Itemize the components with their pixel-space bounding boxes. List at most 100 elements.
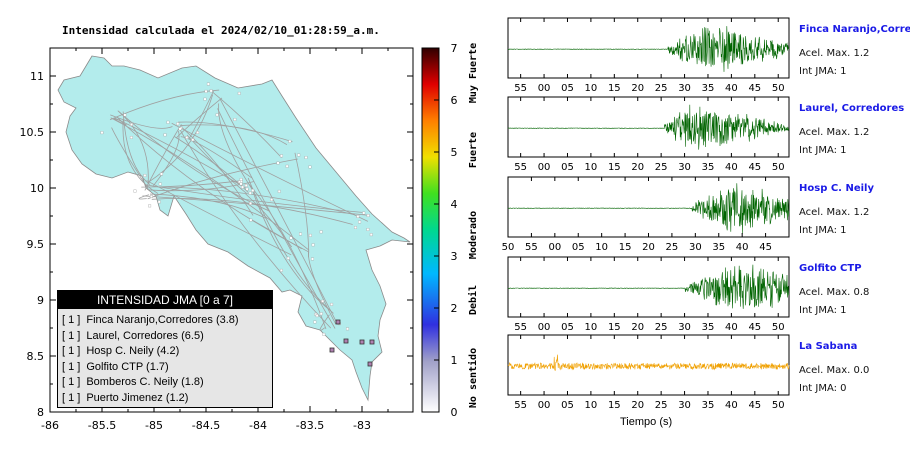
legend-item: [ 1 ] Finca Naranjo,Corredores (3.8) <box>58 313 272 329</box>
road <box>144 124 182 191</box>
station-dot <box>143 173 147 177</box>
station-name: Hosp C. Neily <box>799 183 874 194</box>
waveform-tick-label: 55 <box>514 322 527 333</box>
road <box>141 180 240 188</box>
station-dot <box>285 164 289 168</box>
station-accel: Acel. Max. 1.2 <box>799 127 870 138</box>
waveform-tick-label: 20 <box>642 242 655 253</box>
colorbar-tick-label: 0 <box>451 406 458 419</box>
road <box>219 98 339 325</box>
road <box>111 127 150 191</box>
station-dot <box>160 172 164 176</box>
station-jma: Int JMA: 1 <box>799 305 847 316</box>
station-dot <box>123 113 127 117</box>
waveform-tick-label: 15 <box>608 322 621 333</box>
map-x-tick-label: -84 <box>249 419 267 432</box>
waveform-tick-label: 20 <box>631 400 644 411</box>
waveform-tick-label: 05 <box>561 400 574 411</box>
waveform-frame <box>507 17 790 79</box>
waveform-frame <box>507 96 790 158</box>
waveform-tick-label: 00 <box>538 400 551 411</box>
waveform-tick-label: 05 <box>561 162 574 173</box>
road <box>117 110 149 185</box>
waveform-tick-label: 45 <box>748 400 761 411</box>
station-dot <box>322 332 326 336</box>
waveform-tick-label: 50 <box>772 322 785 333</box>
station-dot <box>304 155 308 159</box>
station-dot <box>308 233 312 237</box>
legend-item-tag: [ 1 ] <box>62 329 81 342</box>
road-network <box>109 89 369 331</box>
station-dot <box>319 230 323 234</box>
road <box>153 130 180 186</box>
colorbar-category-label: Fuerte <box>468 132 479 168</box>
station-jma: Int JMA: 1 <box>799 225 847 236</box>
road <box>175 97 223 139</box>
waveform-tick-label: 50 <box>772 83 785 94</box>
legend-item-label: Finca Naranjo,Corredores (3.8) <box>86 314 239 326</box>
station-name: Golfito CTP <box>799 263 862 274</box>
station-dot <box>166 120 170 124</box>
waveform-tick-label: 35 <box>702 400 715 411</box>
station-dot <box>249 218 253 222</box>
legend-item-label: Hosp C. Neily (4.2) <box>86 345 180 357</box>
waveform-tick-label: 40 <box>725 400 738 411</box>
station-dot <box>315 314 319 318</box>
road <box>148 181 255 192</box>
waveform-tick-label: 00 <box>548 242 561 253</box>
map-y-tick-label: 9 <box>37 294 44 307</box>
station-dot <box>185 135 189 139</box>
waveform-tick-label: 10 <box>585 162 598 173</box>
station-dot <box>158 182 162 186</box>
waveform-tick-label: 40 <box>725 322 738 333</box>
station-accel: Acel. Max. 1.2 <box>799 48 870 59</box>
road <box>122 119 159 194</box>
colorbar-tick-label: 4 <box>451 198 458 211</box>
colorbar-gradient <box>421 47 440 413</box>
station-dot <box>279 268 283 272</box>
map-y-tick-label: 11 <box>30 70 44 83</box>
road <box>114 117 249 191</box>
station-jma: Int JMA: 1 <box>799 66 847 77</box>
waveform-tick-label: 35 <box>702 83 715 94</box>
road <box>138 194 150 200</box>
road <box>178 127 332 329</box>
station-accel: Acel. Max. 1.2 <box>799 207 870 218</box>
road <box>218 103 255 193</box>
waveform-tick-label: 05 <box>561 83 574 94</box>
waveform-tick-label: 45 <box>748 83 761 94</box>
waveform-tick-label: 45 <box>759 242 772 253</box>
station-dot <box>308 165 312 169</box>
waveform-panel: 50 55 00 05 10 15 20 25 30 35 40 45 <box>502 176 790 253</box>
waveform-tick-label: 35 <box>702 322 715 333</box>
waveform-tick-label: 30 <box>678 322 691 333</box>
waveform-tick-label: 10 <box>585 83 598 94</box>
waveform-panels: 55 00 05 10 15 20 25 30 35 40 45 50 55 00 05 10 15 20 25 30… <box>502 17 790 411</box>
waveform-tick-label: 50 <box>772 162 785 173</box>
waveform-tick-label: 45 <box>748 322 761 333</box>
station-dot <box>356 215 360 219</box>
waveform-tick-label: 15 <box>619 242 632 253</box>
waveform-panel: 55 00 05 10 15 20 25 30 35 40 45 50 <box>507 334 790 411</box>
colorbar-tick-label: 7 <box>451 42 458 55</box>
station-name: Laurel, Corredores <box>799 103 905 114</box>
waveform-tick-label: 30 <box>678 162 691 173</box>
waveform-trace <box>507 264 790 309</box>
map-x-tick-label: -84.5 <box>192 419 220 432</box>
waveform-tick-label: 10 <box>595 242 608 253</box>
road <box>146 180 292 256</box>
legend-item: [ 1 ] Hosp C. Neily (4.2) <box>58 344 272 360</box>
station-dot <box>358 220 362 224</box>
station-dot <box>311 243 315 247</box>
station-accel: Acel. Max. 0.0 <box>799 365 870 376</box>
road <box>110 114 173 129</box>
waveform-trace <box>507 26 790 72</box>
waveform-frame <box>507 256 790 318</box>
waveform-tick-label: 10 <box>585 322 598 333</box>
station-dot <box>215 113 219 117</box>
waveform-tick-label: 00 <box>538 162 551 173</box>
station-dot <box>240 185 244 189</box>
waveform-tick-label: 55 <box>525 242 538 253</box>
colorbar-category-label: Muy Fuerte <box>468 43 479 103</box>
colorbar-ticks: 7 6 5 4 3 2 1 0 Muy Fuerte Fuerte Moderado Debil No … <box>434 42 479 419</box>
